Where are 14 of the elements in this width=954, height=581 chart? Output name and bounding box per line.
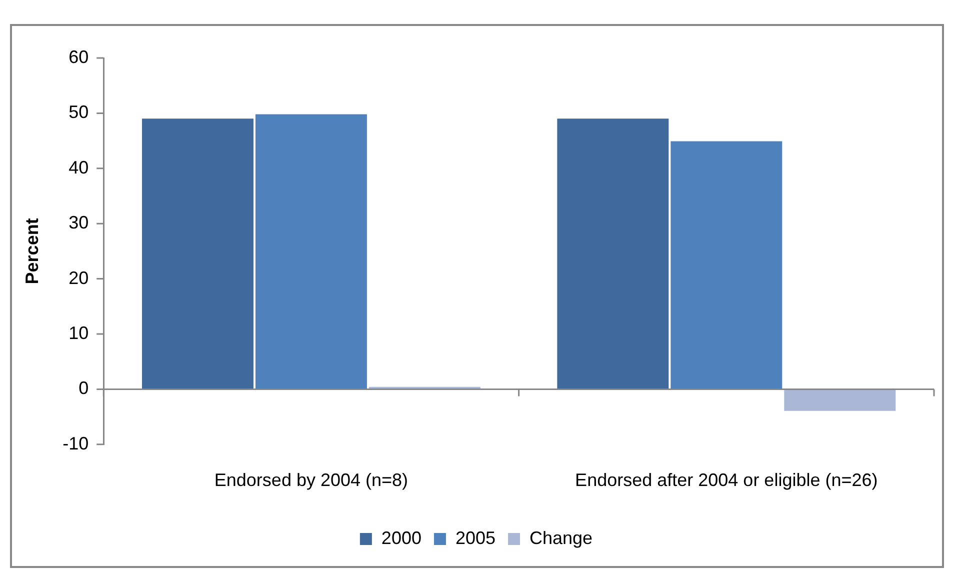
y-tick-label: 30 [68, 212, 89, 233]
y-tick-label: 10 [68, 322, 89, 343]
y-tick-label: 0 [78, 378, 89, 398]
y-tick-label: 50 [68, 102, 89, 122]
legend-label: Change [530, 528, 593, 548]
y-tick-label: 20 [68, 268, 89, 288]
y-tick-label: 40 [68, 157, 89, 178]
x-tick-label: Endorsed after 2004 or eligible (n=26) [575, 470, 878, 490]
x-tick-label: Endorsed by 2004 (n=8) [214, 470, 408, 490]
y-tick-label: -10 [62, 433, 89, 454]
y-tick-label: 60 [68, 46, 89, 67]
legend-label: 2005 [455, 528, 496, 548]
legend-label: 2000 [381, 528, 422, 548]
y-axis-title: Percent [22, 218, 42, 284]
